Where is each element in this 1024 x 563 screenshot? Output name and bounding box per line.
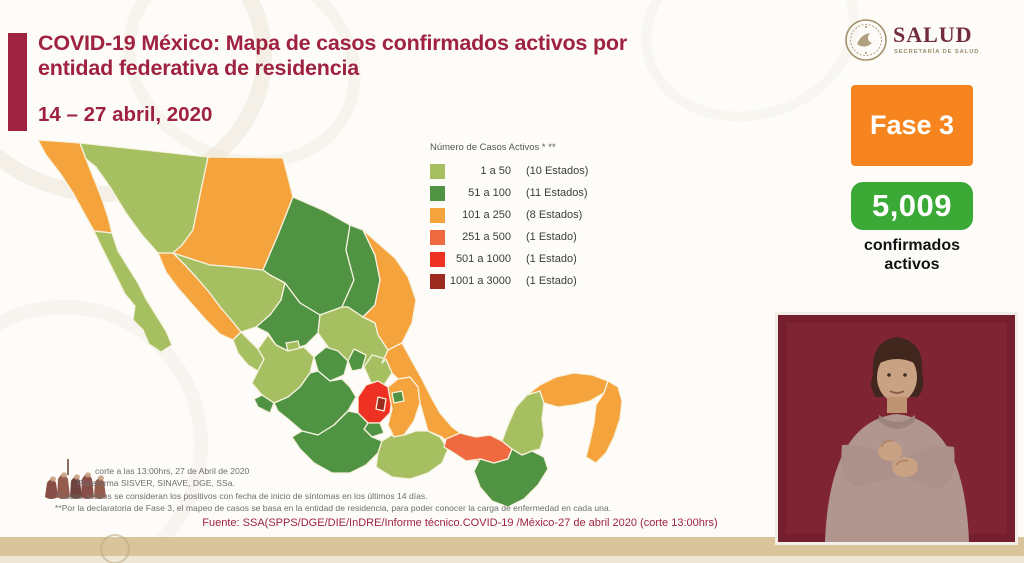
state-quintana-roo xyxy=(585,380,623,464)
legend-rows: 1 a 50 (10 Estados) 51 a 100 (11 Estados) 10… xyxy=(430,160,620,292)
active-count-label: confirmados activos xyxy=(863,237,960,273)
footnote-line: **Por la declaratoria de Fase 3, el mape… xyxy=(55,503,612,514)
state-colima xyxy=(253,394,275,414)
bottom-bar-seal-icon xyxy=(100,534,130,563)
interpreter-illustration xyxy=(778,315,1015,542)
legend-swatch xyxy=(430,163,445,179)
legend-range: 1 a 50 xyxy=(480,165,511,177)
bottom-light-strip xyxy=(0,556,1024,563)
state-baja-california-sur xyxy=(93,230,173,353)
state-guerrero xyxy=(291,410,383,474)
legend-range: 101 a 250 xyxy=(462,209,511,221)
bottom-tan-bar xyxy=(0,537,1024,556)
salud-seal-icon xyxy=(845,19,887,61)
page-title: COVID-19 México: Mapa de casos confirmad… xyxy=(38,31,808,81)
legend-state-count: (10 Estados) xyxy=(526,165,589,177)
state-queretaro xyxy=(347,348,367,372)
salud-logo: SALUD SECRETARÍA DE SALUD xyxy=(843,16,1013,64)
footnote-line: corte a las 13:00hrs, 27 de Abril de 202… xyxy=(95,466,250,476)
state-tabasco xyxy=(443,432,513,464)
legend-item: 51 a 100 (11 Estados) xyxy=(430,182,620,204)
legend-swatch xyxy=(430,185,445,201)
legend-swatch xyxy=(430,273,445,289)
source-line: Fuente: SSA(SPPS/DGE/DIE/InDRE/Informe t… xyxy=(202,517,718,529)
legend-range: 501 a 1000 xyxy=(455,253,511,265)
map-legend: Número de Casos Activos * ** 1 a 50 (10 E… xyxy=(430,142,620,292)
legend-swatch xyxy=(430,251,445,267)
historical-figures-watermark-icon xyxy=(45,459,106,499)
phase-badge: Fase 3 xyxy=(851,85,973,166)
legend-state-count: (1 Estado) xyxy=(526,231,577,243)
footnote-line: *Casos activos se consideran los positiv… xyxy=(55,490,428,501)
legend-item: 501 a 1000 (1 Estado) xyxy=(430,248,620,270)
legend-item: 1 a 50 (10 Estados) xyxy=(430,160,620,182)
state-ciudad-de-mexico xyxy=(375,396,387,412)
title-line2: entidad federativa de residencia xyxy=(38,56,360,80)
legend-item: 251 a 500 (1 Estado) xyxy=(430,226,620,248)
date-range: 14 – 27 abril, 2020 xyxy=(38,103,213,126)
legend-range: 251 a 500 xyxy=(462,231,511,243)
active-count-badge: 5,009 xyxy=(851,182,973,230)
legend-range: 1001 a 3000 xyxy=(449,275,511,287)
sign-language-interpreter-video xyxy=(775,312,1018,545)
legend-range: 51 a 100 xyxy=(468,187,511,199)
legend-state-count: (8 Estados) xyxy=(526,209,583,221)
mexico-choropleth-map xyxy=(37,139,623,508)
salud-logo-subtitle: SECRETARÍA DE SALUD xyxy=(894,49,980,55)
legend-state-count: (1 Estado) xyxy=(526,275,577,287)
legend-state-count: (11 Estados) xyxy=(526,187,588,199)
legend-item: 101 a 250 (8 Estados) xyxy=(430,204,620,226)
title-accent-bar xyxy=(8,33,27,131)
legend-state-count: (1 Estado) xyxy=(526,253,577,265)
footnote-line: Plataforma SISVER, SINAVE, DGE, SSa. xyxy=(77,478,235,489)
legend-item: 1001 a 3000 (1 Estado) xyxy=(430,270,620,292)
state-campeche xyxy=(501,390,545,456)
footnotes: corte a las 13:00hrs, 27 de Abril de 202… xyxy=(55,465,635,515)
state-tlaxcala xyxy=(391,390,405,404)
legend-title: Número de Casos Activos * ** xyxy=(430,142,556,153)
legend-swatch xyxy=(430,207,445,223)
state-estado-de-mexico xyxy=(357,380,393,424)
legend-swatch xyxy=(430,229,445,245)
state-chiapas xyxy=(473,448,549,508)
salud-logo-name: SALUD xyxy=(893,22,973,47)
state-michoacan xyxy=(273,370,357,436)
title-line1: COVID-19 México: Mapa de casos confirmad… xyxy=(38,31,627,55)
state-puebla xyxy=(387,376,421,438)
